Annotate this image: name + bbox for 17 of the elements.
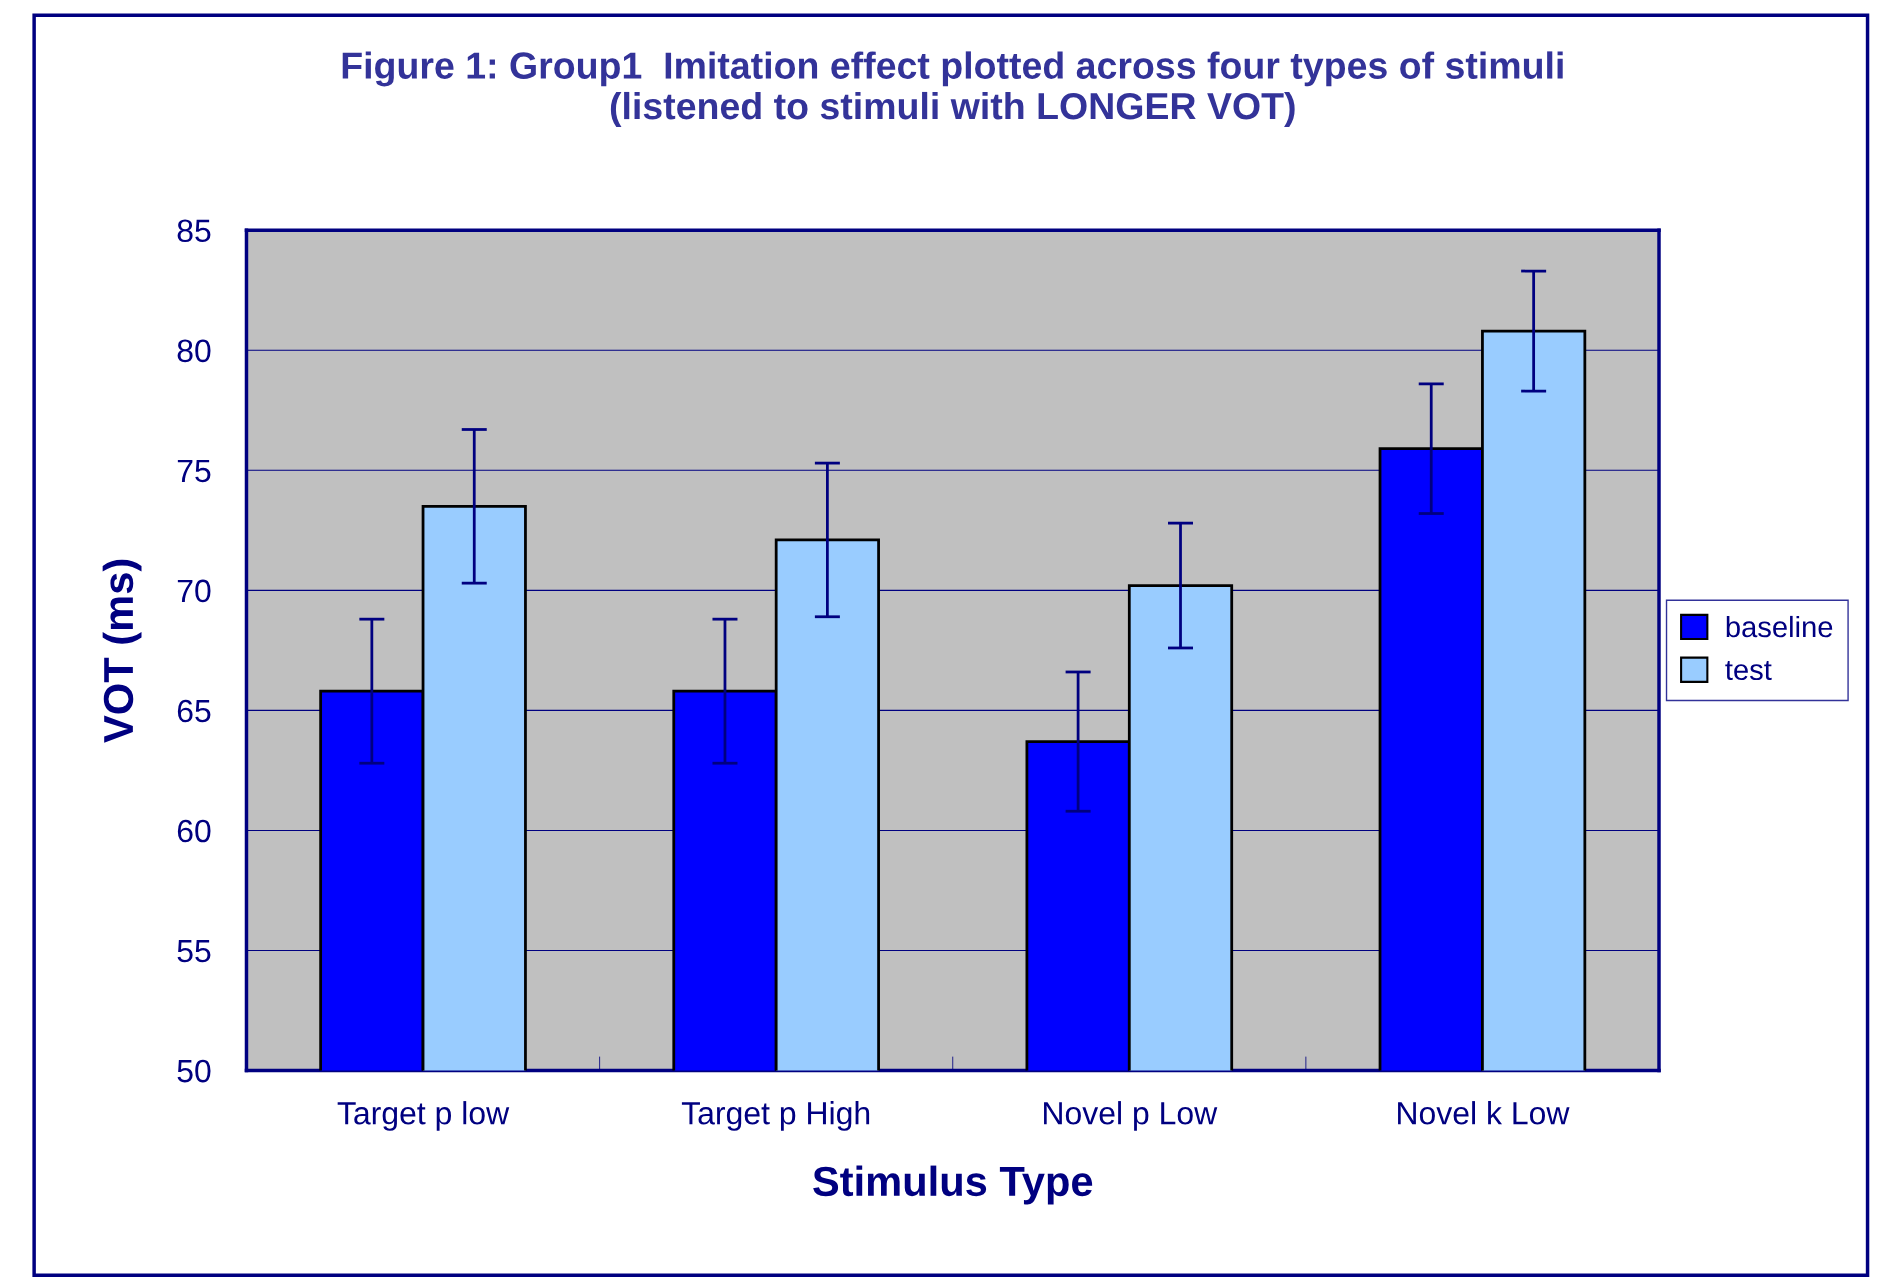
- y-tick-label: 60: [177, 819, 211, 843]
- y-tick-label: 65: [177, 699, 211, 723]
- x-tick-label: Novel k Low: [1398, 1101, 1570, 1125]
- x-tick-label: Target p low: [337, 1101, 510, 1131]
- y-tick-label: 75: [177, 459, 211, 483]
- x-tick-label: Novel p Low: [1044, 1101, 1218, 1131]
- x-tick-label: Target p High: [681, 1101, 870, 1131]
- y-tick-label: 70: [177, 579, 211, 603]
- legend-label: baseline: [1726, 615, 1833, 638]
- y-tick-label: 80: [177, 339, 211, 363]
- y-tick-label: 50: [177, 1059, 211, 1083]
- chart-title: Figure 1: Group1 Imitation effect plotted across four types of stimuli (listened to stimuli with LONGER VOT): [342, 51, 1563, 127]
- y-tick-label: 55: [177, 940, 211, 963]
- y-axis-title: VOT (ms): [102, 559, 142, 743]
- y-tick-label: 85: [177, 219, 211, 243]
- legend-label: test: [1725, 660, 1772, 681]
- x-axis-title: Stimulus Type: [813, 1165, 1093, 1205]
